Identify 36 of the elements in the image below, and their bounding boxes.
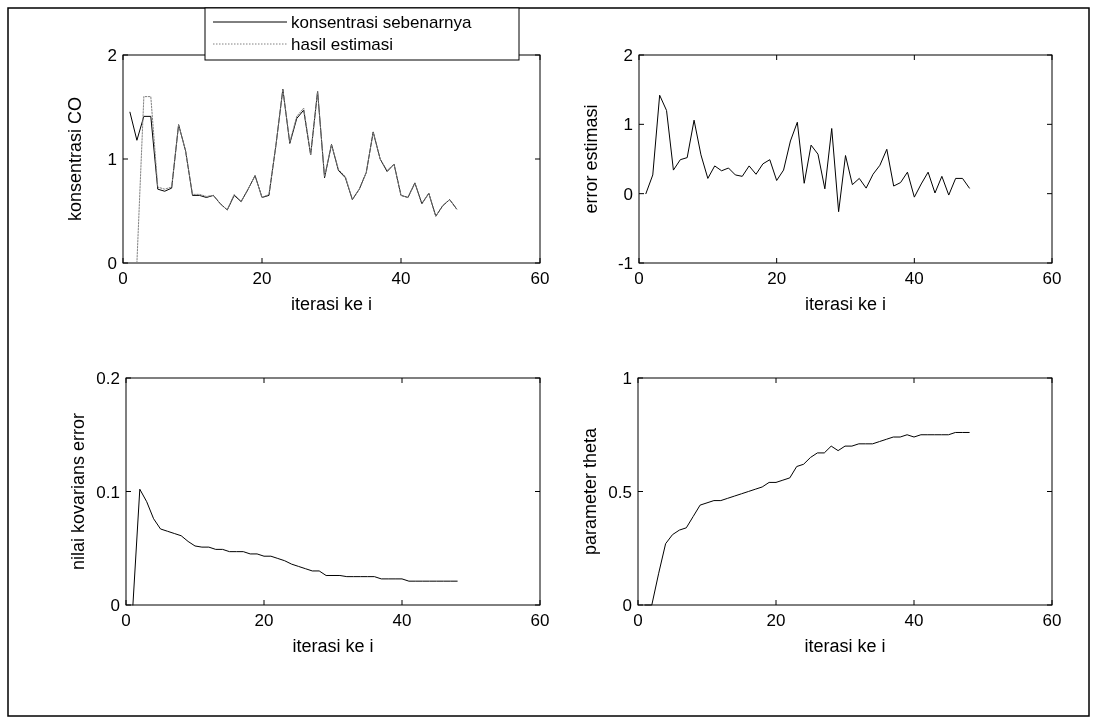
x-tick-label: 20 — [767, 269, 787, 288]
y-tick-label: 1 — [623, 115, 633, 135]
y-tick-label: 0.1 — [96, 482, 120, 502]
x-tick-label: 40 — [904, 269, 924, 288]
y-axis-title: konsentrasi CO — [65, 96, 85, 222]
y-axis-title: error estimasi — [581, 104, 601, 214]
y-tick-label: 0 — [623, 184, 633, 204]
x-axis-title: iterasi ke i — [804, 294, 887, 314]
x-axis-title: iterasi ke i — [290, 294, 373, 314]
x-tick-label: 60 — [530, 269, 550, 288]
y-tick-label: 2 — [623, 46, 633, 65]
x-axis-title: iterasi ke i — [292, 636, 374, 656]
y-tick-label: 1 — [107, 150, 117, 169]
y-tick-label: 0.5 — [608, 482, 632, 502]
y-tick-label: 0.2 — [96, 369, 120, 388]
y-tick-label: 0 — [622, 596, 632, 615]
line-series — [136, 88, 458, 264]
y-tick-label: 0 — [110, 596, 120, 615]
x-tick-label: 20 — [252, 269, 272, 288]
legend-label: hasil estimasi — [291, 35, 394, 54]
x-tick-label: 20 — [766, 611, 786, 630]
x-tick-label: 60 — [530, 611, 550, 630]
legend-label: konsentrasi sebenarnya — [291, 13, 473, 32]
x-tick-label: 40 — [392, 611, 412, 630]
y-tick-label: 2 — [107, 46, 117, 65]
x-tick-label: 40 — [904, 611, 924, 630]
y-tick-label: -1 — [617, 254, 633, 273]
x-axis-title: iterasi ke i — [804, 636, 886, 656]
y-axis-title: parameter theta — [580, 426, 600, 556]
x-tick-label: 60 — [1042, 269, 1062, 288]
x-tick-label: 20 — [254, 611, 274, 630]
x-tick-label: 60 — [1042, 611, 1062, 630]
y-tick-label: 1 — [622, 369, 632, 388]
y-axis-title: nilai kovarians error — [68, 412, 88, 571]
y-tick-label: 0 — [107, 254, 117, 273]
x-tick-label: 40 — [391, 269, 411, 288]
